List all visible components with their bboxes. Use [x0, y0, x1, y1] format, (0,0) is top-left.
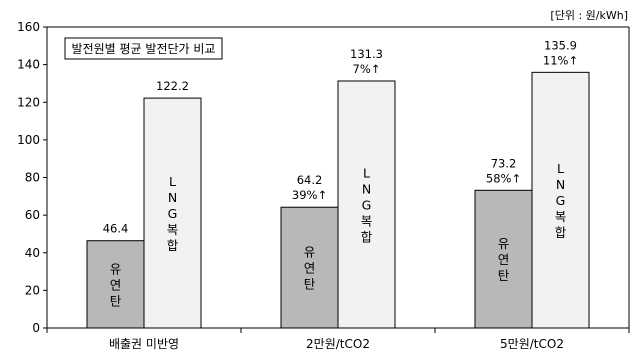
bar-series-label: 유: [498, 236, 510, 251]
bar-series-label: G: [556, 193, 566, 208]
bar-series-label: 복: [361, 213, 373, 228]
y-tick-label: 120: [17, 95, 40, 109]
data-label: 7%↑: [353, 62, 381, 76]
bar-coal: [474, 189, 533, 329]
bar-series-label: L: [363, 165, 370, 180]
x-category-label: 2만원/tCO2: [306, 337, 370, 351]
bar-coal: [86, 240, 145, 329]
bar-series-label: 복: [555, 209, 567, 224]
chart-title-box: 발전원별 평균 발전단가 비교: [64, 37, 223, 60]
bar-series-label: L: [169, 174, 176, 189]
x-category-label: 배출권 미반영: [109, 337, 179, 351]
bar-series-label: N: [362, 181, 371, 196]
y-tick-label: 100: [17, 133, 40, 147]
data-label: 73.2: [491, 156, 517, 170]
chart-data-labels: 46.4유연탄122.2LNG복합64.239%↑유연탄131.37%↑LNG복…: [103, 38, 578, 308]
chart-bars: [86, 71, 590, 329]
y-tick-label: 140: [17, 58, 40, 72]
chart-title-border: [64, 37, 223, 60]
y-tick-label: 80: [25, 171, 40, 185]
bar-series-label: N: [168, 190, 177, 205]
data-label: 135.9: [544, 38, 577, 52]
data-label: 122.2: [156, 79, 189, 93]
bar-series-label: 탄: [498, 268, 510, 283]
bar-series-label: 합: [167, 238, 179, 253]
x-category-label: 5만원/tCO2: [500, 337, 564, 351]
bar-series-label: 복: [167, 222, 179, 237]
bar-series-label: G: [362, 197, 372, 212]
y-tick-label: 160: [17, 20, 40, 34]
unit-label: [단위 : 원/kWh]: [550, 9, 628, 22]
bar-series-label: 연: [110, 277, 122, 292]
data-label: 46.4: [103, 222, 129, 236]
bar-series-label: 합: [361, 229, 373, 244]
bar-series-label: 합: [555, 225, 567, 240]
bar-series-label: 유: [304, 245, 316, 260]
data-label: 64.2: [297, 173, 323, 187]
bar-series-label: 탄: [304, 277, 316, 292]
bar-lng: [531, 71, 590, 329]
bar-series-label: 연: [498, 252, 510, 267]
data-label: 58%↑: [486, 171, 521, 185]
bar-series-label: L: [557, 161, 564, 176]
bar-series-label: 유: [110, 261, 122, 276]
data-label: 11%↑: [543, 53, 578, 67]
data-label: 131.3: [350, 47, 383, 61]
bar-series-label: 탄: [110, 293, 122, 308]
y-tick-label: 20: [25, 283, 40, 297]
bar-coal: [280, 206, 339, 329]
bar-lng: [337, 80, 396, 329]
x-axis-categories: 배출권 미반영 2만원/tCO2 5만원/tCO2: [109, 337, 564, 351]
bar-series-label: N: [556, 177, 565, 192]
y-tick-label: 0: [32, 321, 40, 335]
chart-title: 발전원별 평균 발전단가 비교: [72, 42, 216, 56]
data-label: 39%↑: [292, 188, 327, 202]
bar-series-label: G: [168, 206, 178, 221]
y-tick-label: 60: [25, 208, 40, 222]
y-tick-label: 40: [25, 246, 40, 260]
bar-lng: [143, 97, 202, 329]
bar-series-label: 연: [304, 261, 316, 276]
